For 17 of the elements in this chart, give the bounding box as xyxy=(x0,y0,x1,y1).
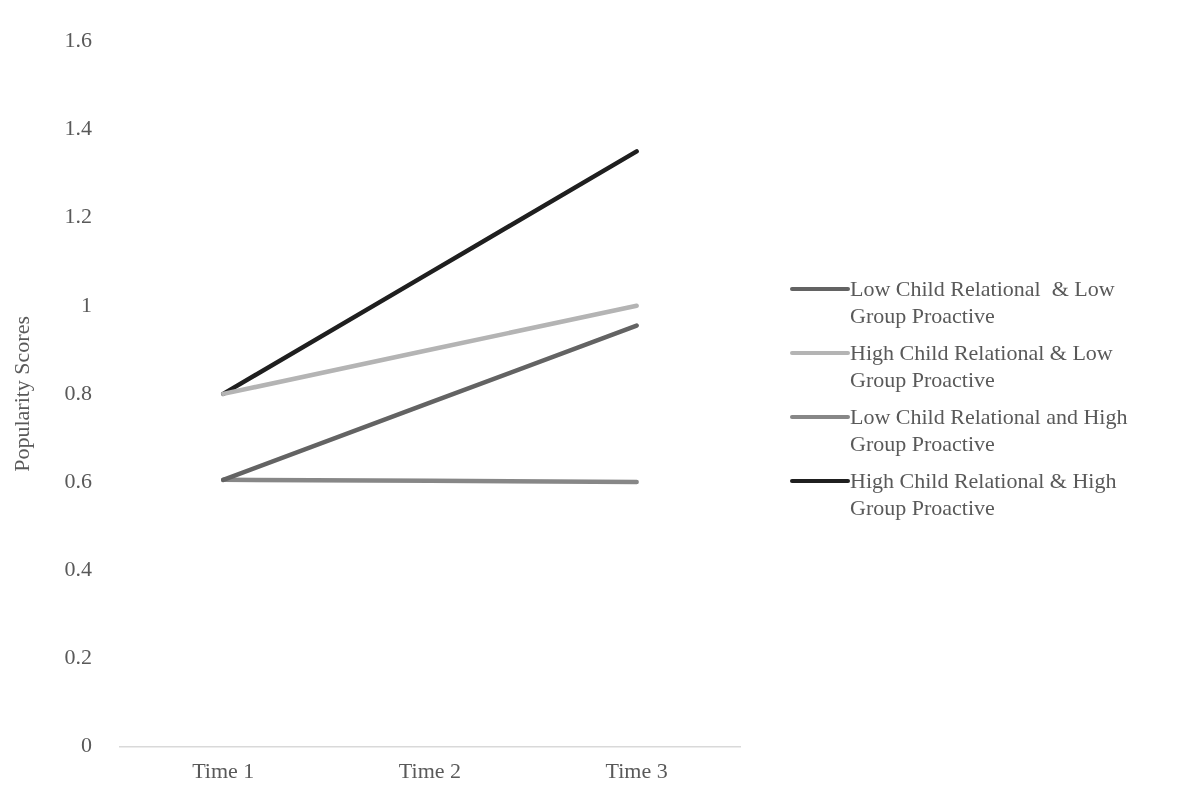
x-tick-label: Time 1 xyxy=(192,757,255,783)
y-tick-label: 0.2 xyxy=(64,644,92,670)
y-tick-label: 1.2 xyxy=(64,203,92,229)
y-tick-label: 1 xyxy=(80,291,92,317)
legend-label: High Child Relational & High Group Proactive xyxy=(850,467,1118,521)
y-axis-title: Popularity Scores xyxy=(8,315,34,472)
y-tick-label: 1.4 xyxy=(64,115,92,141)
x-tick-label: Time 3 xyxy=(605,757,668,783)
y-tick-label: 0 xyxy=(80,732,92,758)
legend-label: Low Child Relational and High Group Proactive xyxy=(850,403,1129,457)
y-tick-label: 1.6 xyxy=(64,26,92,52)
legend-label: Low Child Relational & Low Group Proactive xyxy=(850,275,1116,329)
y-tick-label: 0.4 xyxy=(64,556,92,582)
y-tick-label: 0.8 xyxy=(64,379,92,405)
legend-label: High Child Relational & Low Group Proactive xyxy=(850,339,1114,393)
x-tick-label: Time 2 xyxy=(398,757,462,783)
y-tick-label: 0.6 xyxy=(64,467,92,493)
